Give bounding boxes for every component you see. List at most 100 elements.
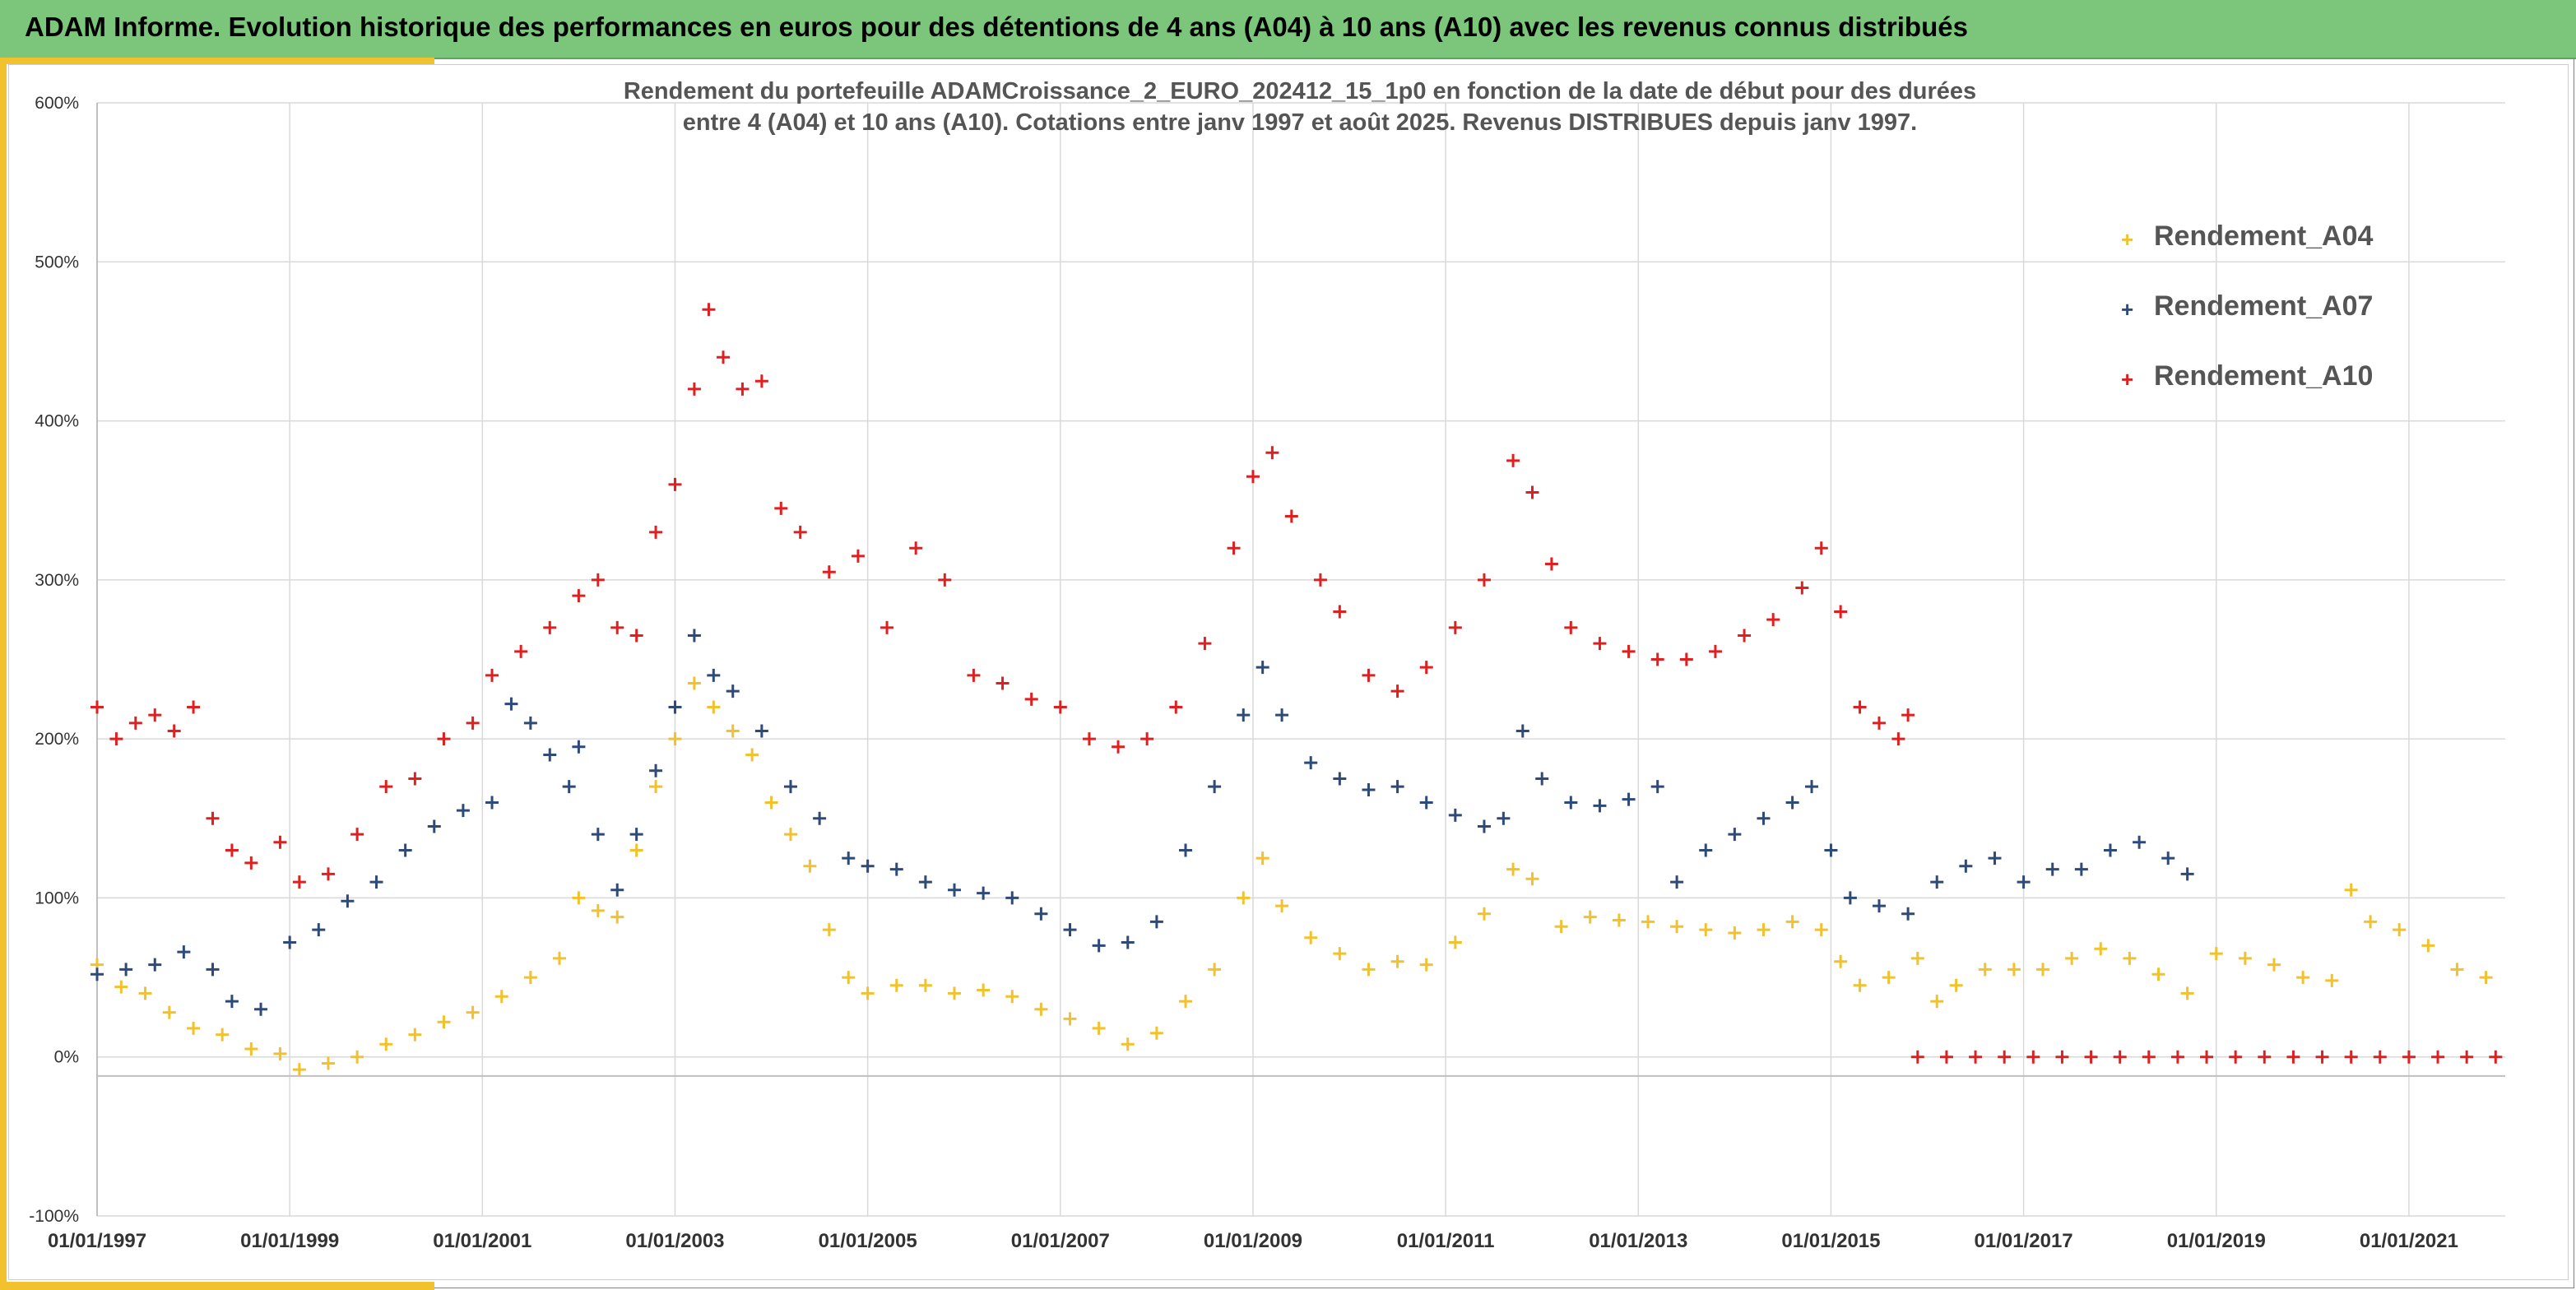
point-rendement-a10 bbox=[1140, 732, 1154, 746]
point-rendement-a10 bbox=[1112, 740, 1126, 754]
point-rendement-a04 bbox=[842, 971, 856, 985]
point-rendement-a04 bbox=[822, 923, 836, 937]
point-rendement-a04 bbox=[1525, 872, 1539, 886]
chart-title-line-2: entre 4 (A04) et 10 ans (A10). Cotations… bbox=[682, 109, 1918, 136]
point-rendement-a04 bbox=[1612, 913, 1626, 927]
point-rendement-a07 bbox=[1872, 899, 1886, 913]
point-rendement-a04 bbox=[1853, 978, 1867, 992]
point-rendement-a04 bbox=[1275, 899, 1289, 913]
point-rendement-a10 bbox=[1227, 541, 1241, 555]
point-rendement-a04 bbox=[292, 1063, 306, 1077]
point-rendement-a10 bbox=[2170, 1050, 2184, 1064]
point-rendement-a04 bbox=[1910, 951, 1924, 965]
point-rendement-a10 bbox=[1362, 668, 1376, 682]
point-rendement-a10 bbox=[1024, 692, 1038, 706]
point-rendement-a10 bbox=[1969, 1050, 1983, 1064]
point-rendement-a07 bbox=[1092, 939, 1106, 953]
point-rendement-a10 bbox=[572, 589, 586, 603]
point-rendement-a10 bbox=[1766, 613, 1780, 627]
point-rendement-a04 bbox=[379, 1037, 393, 1051]
point-rendement-a04 bbox=[1583, 910, 1597, 924]
point-rendement-a04 bbox=[2364, 915, 2378, 929]
point-rendement-a07 bbox=[629, 828, 643, 842]
point-rendement-a10 bbox=[91, 700, 104, 714]
point-rendement-a04 bbox=[2209, 947, 2223, 961]
x-tick-label: 01/01/2007 bbox=[1011, 1230, 1110, 1252]
point-rendement-a04 bbox=[1757, 923, 1771, 937]
point-rendement-a07 bbox=[1670, 875, 1684, 889]
point-rendement-a07 bbox=[456, 804, 470, 818]
point-rendement-a10 bbox=[1872, 716, 1886, 730]
point-rendement-a04 bbox=[187, 1021, 201, 1035]
point-rendement-a07 bbox=[1333, 772, 1347, 786]
point-rendement-a07 bbox=[1988, 851, 2002, 865]
point-rendement-a07 bbox=[918, 875, 932, 889]
point-rendement-a04 bbox=[2094, 942, 2108, 956]
chart-title-line-1: Rendement du portefeuille ADAMCroissance… bbox=[623, 78, 1977, 104]
point-rendement-a10 bbox=[649, 525, 663, 539]
point-rendement-a07 bbox=[206, 963, 220, 977]
y-tick-label: 400% bbox=[35, 412, 79, 431]
point-rendement-a04 bbox=[1419, 958, 1433, 972]
point-rendement-a10 bbox=[2055, 1050, 2069, 1064]
legend-marker-a10: + bbox=[2121, 367, 2134, 392]
point-rendement-a04 bbox=[2123, 951, 2137, 965]
point-rendement-a07 bbox=[283, 935, 297, 949]
x-tick-label: 01/01/2011 bbox=[1397, 1230, 1495, 1252]
point-rendement-a10 bbox=[2142, 1050, 2156, 1064]
point-rendement-a04 bbox=[162, 1005, 176, 1019]
point-rendement-a10 bbox=[514, 644, 528, 658]
point-rendement-a10 bbox=[2315, 1050, 2329, 1064]
point-rendement-a10 bbox=[1738, 629, 1752, 643]
point-rendement-a04 bbox=[668, 732, 682, 746]
point-rendement-a04 bbox=[1390, 954, 1404, 968]
point-rendement-a07 bbox=[1497, 811, 1511, 825]
point-rendement-a07 bbox=[1063, 923, 1077, 937]
point-rendement-a04 bbox=[745, 748, 759, 762]
point-rendement-a10 bbox=[702, 303, 716, 317]
point-rendement-a07 bbox=[668, 700, 682, 714]
point-rendement-a10 bbox=[167, 724, 181, 738]
point-rendement-a07 bbox=[948, 883, 962, 897]
point-rendement-a07 bbox=[2017, 875, 2031, 889]
point-rendement-a07 bbox=[861, 859, 875, 873]
point-rendement-a10 bbox=[754, 374, 768, 388]
point-rendement-a07 bbox=[610, 883, 624, 897]
point-rendement-a10 bbox=[2084, 1050, 2098, 1064]
point-rendement-a10 bbox=[2431, 1050, 2445, 1064]
point-rendement-a07 bbox=[1515, 724, 1529, 738]
point-rendement-a04 bbox=[948, 986, 962, 1000]
point-rendement-a10 bbox=[880, 620, 894, 634]
point-rendement-a07 bbox=[1208, 780, 1222, 794]
point-rendement-a10 bbox=[629, 629, 643, 643]
point-rendement-a07 bbox=[1304, 756, 1318, 770]
point-rendement-a04 bbox=[861, 986, 875, 1000]
point-rendement-a04 bbox=[350, 1050, 364, 1064]
y-tick-label: 600% bbox=[35, 94, 79, 113]
point-rendement-a04 bbox=[1034, 1002, 1048, 1016]
point-rendement-a04 bbox=[1949, 978, 1963, 992]
point-rendement-a07 bbox=[813, 811, 827, 825]
point-rendement-a04 bbox=[1978, 963, 1992, 977]
point-rendement-a04 bbox=[2238, 951, 2252, 965]
point-rendement-a04 bbox=[2393, 923, 2407, 937]
legend-label-a04: Rendement_A04 bbox=[2154, 220, 2374, 252]
point-rendement-a04 bbox=[1699, 923, 1713, 937]
point-rendement-a04 bbox=[726, 724, 740, 738]
point-rendement-a04 bbox=[1121, 1037, 1135, 1051]
point-rendement-a07 bbox=[1622, 792, 1636, 806]
header-bar: ADAM Informe. Evolution historique des p… bbox=[0, 0, 2576, 59]
point-rendement-a10 bbox=[2258, 1050, 2272, 1064]
point-rendement-a04 bbox=[1149, 1026, 1163, 1040]
point-rendement-a10 bbox=[1477, 573, 1491, 587]
point-rendement-a10 bbox=[1390, 684, 1404, 698]
point-rendement-a10 bbox=[1419, 661, 1433, 675]
point-rendement-a07 bbox=[2161, 851, 2175, 865]
point-rendement-a10 bbox=[1169, 700, 1183, 714]
point-rendement-a07 bbox=[783, 780, 797, 794]
point-rendement-a04 bbox=[2296, 971, 2310, 985]
point-rendement-a04 bbox=[687, 676, 701, 690]
point-rendement-a04 bbox=[523, 971, 537, 985]
point-rendement-a10 bbox=[1814, 541, 1828, 555]
point-rendement-a04 bbox=[572, 891, 586, 905]
